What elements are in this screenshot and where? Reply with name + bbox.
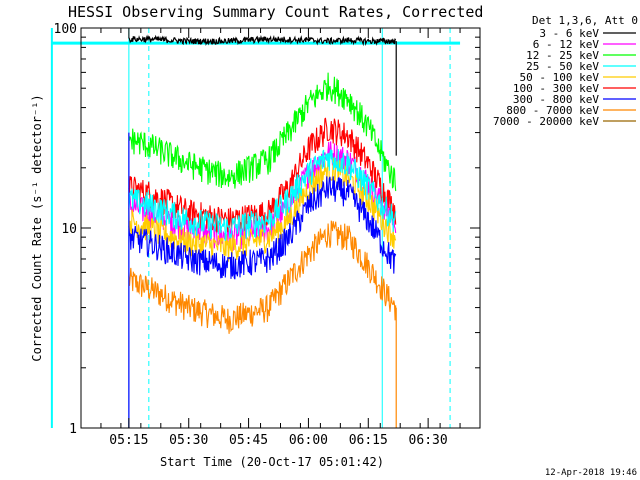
y-axis-label: Corrected Count Rate (s⁻¹ detector⁻¹) [30,94,44,361]
x-tick-label: 06:15 [349,433,388,448]
legend-label: 6 - 12 keV [533,38,600,51]
series-line-3 [128,149,397,241]
series-line-6 [128,176,397,280]
legend-title: Det 1,3,6, Att 0 [532,14,638,27]
legend-label: 3 - 6 keV [539,27,599,40]
series-line-2 [128,72,397,192]
x-tick-label: 05:45 [229,433,268,448]
footer-date: 12-Apr-2018 19:46 [545,468,637,478]
x-tick-label: 05:30 [169,433,208,448]
legend-label: 50 - 100 keV [520,71,600,84]
legend-label: 300 - 800 keV [513,93,599,106]
legend-label: 25 - 50 keV [526,60,599,73]
legend-label: 100 - 300 keV [513,82,599,95]
x-tick-label: 06:30 [409,433,448,448]
series-line-0 [128,34,397,47]
plot-marks [50,28,461,428]
y-tick-label: 10 [61,222,77,237]
y-tick-label: 100 [54,22,77,37]
series-line-7 [128,220,397,334]
chart-title: HESSI Observing Summary Count Rates, Cor… [68,3,483,21]
x-tick-label: 05:15 [109,433,148,448]
legend-label: 7000 - 20000 keV [493,115,599,128]
y-tick-label: 1 [69,422,77,437]
legend-label: 12 - 25 keV [526,49,599,62]
axes: 05:15 05:30 05:45 06:00 06:15 06:30 1 10 100 [54,22,481,448]
legend-label: 800 - 7000 keV [506,104,599,117]
x-tick-label: 06:00 [289,433,328,448]
x-axis-label: Start Time (20-Oct-17 05:01:42) [160,455,384,469]
